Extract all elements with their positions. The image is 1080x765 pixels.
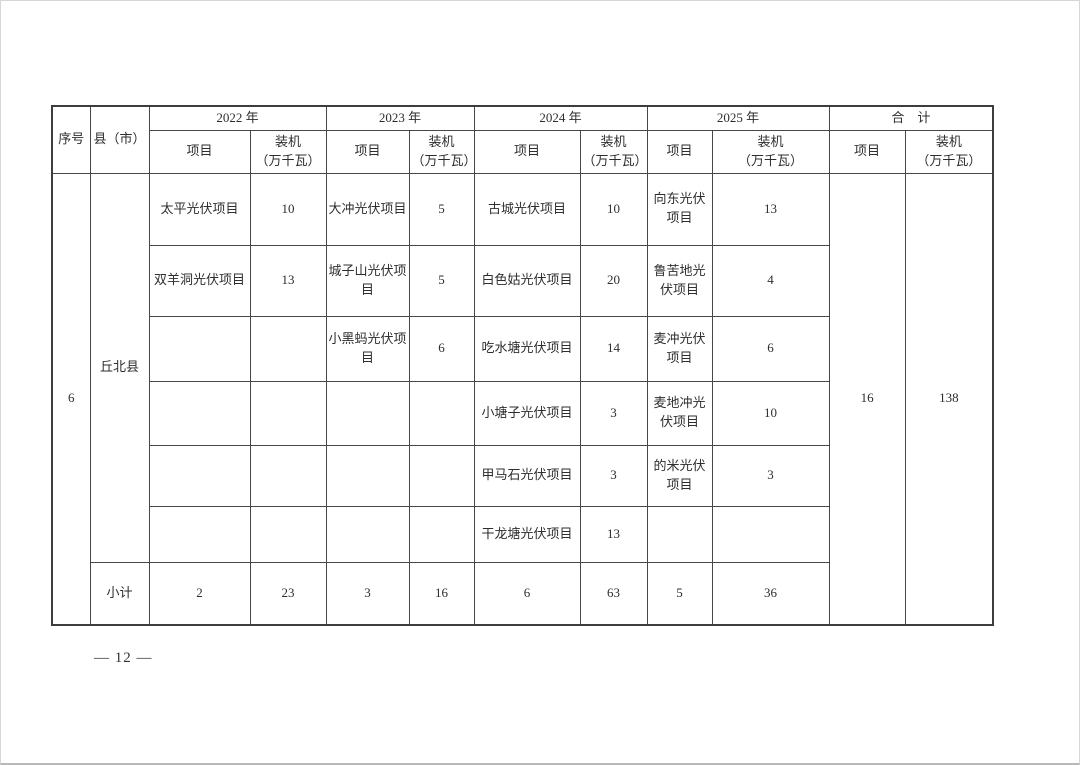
- capacity-cell: [711, 505, 830, 563]
- index-number-cell: 6: [51, 172, 91, 626]
- project-cell: 小塘子光伏项目: [473, 380, 581, 446]
- capacity-cell: 4: [711, 244, 830, 317]
- county-name-cell: 丘北县: [89, 172, 150, 563]
- header-row-subcolumns: 项目 装机 （万千瓦） 项目 装机 （万千瓦） 项目 装机 （万千瓦） 项目 装…: [52, 129, 994, 174]
- project-cell: [148, 380, 251, 446]
- header-capacity-2025: 装机 （万千瓦）: [711, 129, 830, 174]
- header-county: 县（市）: [89, 105, 150, 174]
- capacity-cell: [249, 444, 327, 507]
- capacity-cell: 13: [249, 244, 327, 317]
- project-cell: 的米光伏项目: [646, 444, 713, 507]
- project-cell: 吃水塘光伏项目: [473, 315, 581, 382]
- capacity-cell: 5: [408, 244, 475, 317]
- project-cell: [325, 505, 410, 563]
- project-cell: 干龙塘光伏项目: [473, 505, 581, 563]
- project-cell: 鲁苦地光伏项目: [646, 244, 713, 317]
- subtotal-value: 5: [646, 561, 713, 626]
- header-year-2022: 2022 年: [148, 105, 327, 131]
- capacity-cell: 6: [711, 315, 830, 382]
- table-row: 甲马石光伏项目 3 的米光伏项目 3: [52, 444, 993, 507]
- header-capacity-total: 装机 （万千瓦）: [904, 129, 994, 174]
- project-cell: [646, 505, 713, 563]
- capacity-cell: 14: [579, 315, 648, 382]
- table-row: 小黑蚂光伏项目 6 吃水塘光伏项目 14 麦冲光伏项目 6: [52, 315, 993, 382]
- header-project-2024: 项目: [473, 129, 581, 174]
- capacity-cell: 13: [579, 505, 648, 563]
- project-cell: 双羊洞光伏项目: [148, 244, 251, 317]
- subtotal-value: 23: [249, 561, 327, 626]
- table-row: 小塘子光伏项目 3 麦地冲光伏项目 10: [52, 380, 993, 446]
- table-row: 干龙塘光伏项目 13: [52, 505, 993, 563]
- header-project-2025: 项目: [646, 129, 713, 174]
- project-cell: 甲马石光伏项目: [473, 444, 581, 507]
- subtotal-value: 16: [408, 561, 475, 626]
- project-cell: [325, 380, 410, 446]
- header-year-2024: 2024 年: [473, 105, 648, 131]
- capacity-cell: 10: [579, 172, 648, 246]
- subtotal-value: 36: [711, 561, 830, 626]
- total-capacity-cell: 138: [904, 172, 994, 626]
- subtotal-value: 3: [325, 561, 410, 626]
- project-cell: [148, 315, 251, 382]
- header-year-2025: 2025 年: [646, 105, 830, 131]
- capacity-cell: 10: [249, 172, 327, 246]
- capacity-cell: [249, 315, 327, 382]
- capacity-cell: 6: [408, 315, 475, 382]
- project-cell: [148, 444, 251, 507]
- header-index: 序号: [51, 105, 91, 174]
- table-row: 6 丘北县 太平光伏项目 10 大冲光伏项目 5 古城光伏项目 10 向东光伏项…: [51, 172, 994, 626]
- project-cell: 太平光伏项目: [148, 172, 251, 246]
- project-cell: 向东光伏项目: [646, 172, 713, 246]
- table-row: 双羊洞光伏项目 13 城子山光伏项目 5 白色姑光伏项目 20 鲁苦地光伏项目 …: [52, 244, 993, 317]
- capacity-cell: 20: [579, 244, 648, 317]
- capacity-cell: 3: [711, 444, 830, 507]
- capacity-cell: 13: [711, 172, 830, 246]
- subtotal-value: 2: [148, 561, 251, 626]
- project-cell: 小黑蚂光伏项目: [325, 315, 410, 382]
- capacity-cell: 10: [711, 380, 830, 446]
- header-row-years: 序号 县（市） 2022 年 2023 年 2024 年 2025 年 合 计: [51, 105, 994, 174]
- project-cell: 大冲光伏项目: [325, 172, 410, 246]
- subtotal-label: 小计: [89, 561, 150, 626]
- total-projects-cell: 16: [828, 172, 906, 626]
- capacity-cell: [408, 505, 475, 563]
- header-project-total: 项目: [828, 129, 906, 174]
- page-number: — 12 —: [94, 650, 153, 666]
- pv-projects-table: 序号 县（市） 2022 年 2023 年 2024 年 2025 年 合 计 …: [51, 105, 995, 627]
- header-project-2023: 项目: [325, 129, 410, 174]
- header-capacity-2024: 装机 （万千瓦）: [579, 129, 648, 174]
- capacity-cell: 3: [579, 444, 648, 507]
- header-project-2022: 项目: [148, 129, 251, 174]
- project-cell: [148, 505, 251, 563]
- header-capacity-2022: 装机 （万千瓦）: [249, 129, 327, 174]
- capacity-cell: [249, 380, 327, 446]
- project-cell: 白色姑光伏项目: [473, 244, 581, 317]
- project-cell: 麦冲光伏项目: [646, 315, 713, 382]
- capacity-cell: [408, 380, 475, 446]
- header-year-2023: 2023 年: [325, 105, 475, 131]
- header-total: 合 计: [828, 105, 994, 131]
- project-cell: 城子山光伏项目: [325, 244, 410, 317]
- capacity-cell: [408, 444, 475, 507]
- subtotal-value: 63: [579, 561, 648, 626]
- capacity-cell: 3: [579, 380, 648, 446]
- capacity-cell: 5: [408, 172, 475, 246]
- capacity-cell: [249, 505, 327, 563]
- header-capacity-2023: 装机 （万千瓦）: [408, 129, 475, 174]
- subtotal-value: 6: [473, 561, 581, 626]
- subtotal-row: 小计 2 23 3 16 6 63 5 36: [52, 561, 993, 626]
- project-cell: 麦地冲光伏项目: [646, 380, 713, 446]
- project-cell: [325, 444, 410, 507]
- project-cell: 古城光伏项目: [473, 172, 581, 246]
